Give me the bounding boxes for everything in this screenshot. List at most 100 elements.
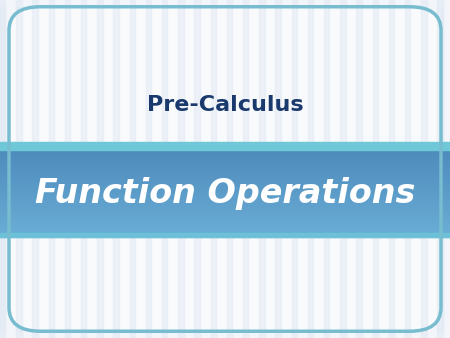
Bar [0, 213, 450, 215]
Bar [227, 7, 232, 331]
Bar [0, 155, 450, 158]
Bar [0, 232, 450, 234]
Bar [146, 0, 151, 338]
Bar [0, 191, 450, 193]
Bar [243, 0, 248, 338]
Bar [275, 0, 281, 338]
Bar [0, 230, 450, 232]
Bar [0, 214, 450, 217]
Bar [0, 224, 450, 226]
Bar [0, 182, 450, 184]
Bar [259, 0, 265, 338]
Bar [130, 0, 135, 338]
Bar [0, 142, 450, 150]
Bar [162, 0, 167, 338]
Bar [340, 7, 346, 331]
Bar [0, 220, 450, 222]
Bar [16, 7, 22, 331]
Bar [0, 166, 450, 168]
Bar [243, 7, 248, 331]
Bar [0, 212, 450, 214]
Bar [0, 207, 450, 209]
Bar [292, 7, 297, 331]
Bar [389, 0, 394, 338]
Bar [0, 204, 450, 207]
Bar [0, 233, 450, 237]
Bar [32, 0, 38, 338]
Bar [113, 7, 119, 331]
Bar [49, 7, 54, 331]
Bar [373, 0, 378, 338]
Bar [0, 203, 450, 205]
Bar [0, 150, 450, 152]
Bar [0, 157, 450, 159]
Bar [0, 186, 450, 188]
Bar [0, 233, 450, 235]
Bar [162, 7, 167, 331]
Bar [0, 170, 450, 172]
Bar [292, 0, 297, 338]
Bar [194, 0, 200, 338]
Bar [146, 7, 151, 331]
Bar [81, 7, 86, 331]
Bar [0, 177, 450, 179]
Bar [0, 235, 450, 237]
Text: Function Operations: Function Operations [35, 177, 415, 210]
Bar [0, 201, 450, 203]
Bar [97, 7, 103, 331]
Bar [0, 7, 5, 331]
Bar [308, 7, 313, 331]
Bar [227, 0, 232, 338]
Bar [421, 0, 427, 338]
Bar [324, 7, 329, 331]
Bar [49, 0, 54, 338]
Bar [0, 200, 450, 202]
Bar [178, 0, 184, 338]
Bar [0, 167, 450, 169]
Bar [0, 178, 450, 180]
Bar [130, 7, 135, 331]
Bar [0, 151, 450, 153]
Bar [0, 0, 5, 338]
Bar [211, 0, 216, 338]
Bar [356, 0, 362, 338]
Bar [0, 163, 450, 165]
Bar [356, 7, 362, 331]
Bar [0, 160, 450, 162]
Text: Pre-Calculus: Pre-Calculus [147, 95, 303, 115]
Bar [0, 158, 450, 161]
Bar [389, 7, 394, 331]
Bar [0, 190, 450, 192]
Bar [0, 168, 450, 171]
Bar [437, 0, 443, 338]
Bar [0, 199, 450, 201]
Bar [437, 7, 443, 331]
Bar [0, 217, 450, 219]
Bar [0, 194, 450, 196]
Bar [65, 0, 70, 338]
Bar [373, 7, 378, 331]
Bar [0, 153, 450, 155]
Bar [194, 7, 200, 331]
Bar [0, 174, 450, 176]
Bar [0, 154, 450, 156]
Bar [0, 206, 450, 208]
Bar [211, 7, 216, 331]
Bar [405, 0, 410, 338]
Bar [340, 0, 346, 338]
Bar [0, 219, 450, 221]
Bar [0, 189, 450, 191]
Bar [0, 164, 450, 166]
FancyBboxPatch shape [9, 7, 441, 331]
Bar [0, 180, 450, 182]
Bar [0, 229, 450, 231]
Bar [97, 0, 103, 338]
Bar [32, 7, 38, 331]
Bar [0, 173, 450, 175]
Bar [65, 7, 70, 331]
Bar [0, 223, 450, 225]
Bar [0, 210, 450, 212]
Bar [275, 7, 281, 331]
Bar [0, 216, 450, 218]
Bar [0, 161, 450, 163]
